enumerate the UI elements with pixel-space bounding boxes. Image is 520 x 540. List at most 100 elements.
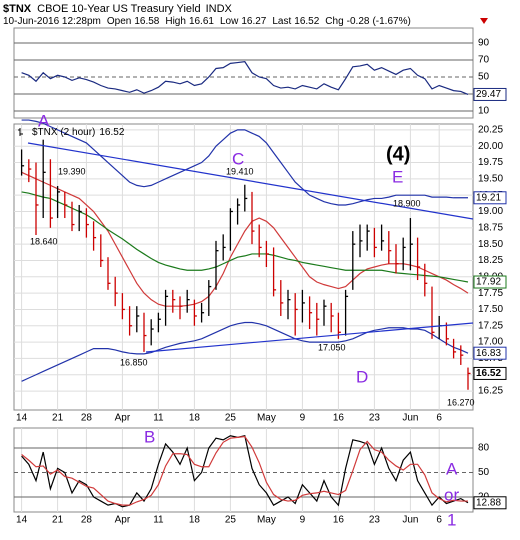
x-tick-label: May <box>257 413 276 424</box>
price-label: 16.270 <box>447 397 475 407</box>
x-tick-label: Apr <box>115 413 131 424</box>
wave-label: or <box>444 485 459 504</box>
x-tick-label: 28 <box>81 515 93 526</box>
y-tick-label: 17.75 <box>478 288 503 299</box>
annotations: A C (4) E D 19.390 18.640 19.410 18.900 … <box>27 111 475 529</box>
rsi-panel <box>13 27 474 119</box>
quote-label: Last <box>272 16 291 27</box>
value-box-label: 16.52 <box>476 368 501 379</box>
wave-label: A <box>446 459 458 478</box>
y-tick-label: 16.25 <box>478 386 503 397</box>
y-tick-label: 19.50 <box>478 173 503 184</box>
instrument-name: CBOE 10-Year US Treasury Yield <box>37 3 200 15</box>
y-tick-label: 18.25 <box>478 255 503 266</box>
x-tick-label: 6 <box>436 515 442 526</box>
y-tick-label: 50 <box>478 72 490 83</box>
value-box <box>473 275 507 289</box>
value-box <box>473 87 507 101</box>
y-tick-label: 20.25 <box>478 125 503 136</box>
wave-label: B <box>144 427 155 446</box>
y-tick-label: 17.00 <box>478 337 503 348</box>
header-line-2: 10-Jun-2016 12:28pm Open 16.58 High 16.61 Low… <box>3 16 411 27</box>
y-tick-label: 18.50 <box>478 239 503 250</box>
x-tick-label: 9 <box>300 515 306 526</box>
x-tick-label: 25 <box>225 413 237 424</box>
wave-label: 1 <box>447 510 456 529</box>
legend-title: $TNX (2 hour) <box>32 127 95 138</box>
y-tick-label: 17.25 <box>478 320 503 331</box>
x-tick-label: 25 <box>225 515 237 526</box>
wave-label: A <box>38 111 50 130</box>
price-label: 19.390 <box>58 166 86 176</box>
price-label: 17.050 <box>318 342 346 352</box>
legend-value: 16.52 <box>99 127 124 138</box>
x-tick-label: Apr <box>115 515 131 526</box>
series-line <box>21 321 469 382</box>
wave-label: D <box>356 367 368 386</box>
quote-value: -0.28 <box>347 16 370 27</box>
series-line <box>21 61 469 96</box>
trend-line <box>145 322 474 353</box>
value-box-label: 19.21 <box>476 192 501 203</box>
quote-value: 16.61 <box>189 16 214 27</box>
stoch-panel <box>13 427 474 513</box>
header-line-1: $TNX CBOE 10-Year US Treasury Yield INDX <box>3 3 233 15</box>
y-tick-label: 70 <box>478 55 490 66</box>
x-tick-label: 18 <box>189 413 201 424</box>
down-arrow <box>480 18 488 24</box>
x-tick-label: 11 <box>153 515 164 526</box>
wave-label: C <box>232 149 244 168</box>
timestamp: 10-Jun-2016 12:28pm <box>3 16 101 27</box>
y-tick-label: 10 <box>478 106 490 117</box>
exchange: INDX <box>206 3 233 15</box>
x-tick-label: 14 <box>16 515 28 526</box>
legend: $TNX (2 hour) 16.52 <box>32 127 125 138</box>
quote-value: 16.52 <box>294 16 319 27</box>
symbol: $TNX <box>3 3 32 15</box>
quote-label: High <box>165 16 186 27</box>
y-tick-label: 90 <box>478 38 490 49</box>
value-box <box>473 191 507 205</box>
x-tick-label: Jun <box>402 515 418 526</box>
price-label: 18.900 <box>393 198 421 208</box>
y-tick-label: 18.75 <box>478 222 503 233</box>
series-line <box>21 119 468 206</box>
x-tick-label: 18 <box>189 515 201 526</box>
x-tick-label: May <box>257 515 276 526</box>
wave-label: E <box>392 167 403 186</box>
x-tick-label: Jun <box>402 413 418 424</box>
trend-line <box>27 142 474 220</box>
x-tick-label: 23 <box>369 413 381 424</box>
value-box <box>473 346 507 360</box>
change-percent: (-1.67%) <box>372 16 410 27</box>
x-tick-label: 28 <box>81 413 93 424</box>
x-tick-label: 14 <box>16 413 28 424</box>
series-line <box>21 171 469 307</box>
value-box-label: 17.92 <box>476 277 501 288</box>
price-label: 16.850 <box>120 357 148 367</box>
wave-label: (4) <box>386 143 410 165</box>
quote-value: 16.58 <box>134 16 159 27</box>
series-line <box>21 435 468 506</box>
quote-label: Low <box>220 16 239 27</box>
y-tick-label: 19.75 <box>478 157 503 168</box>
y-tick-label: 19.00 <box>478 206 503 217</box>
legend-icon <box>18 128 23 136</box>
y-tick-label: 17.50 <box>478 304 503 315</box>
price-label: 19.410 <box>226 166 254 176</box>
value-box <box>473 496 507 510</box>
y-tick-label: 80 <box>478 443 490 454</box>
y-tick-label: 20.00 <box>478 141 503 152</box>
series-line <box>21 435 469 508</box>
y-tick-label: 50 <box>478 467 490 478</box>
value-box <box>473 366 507 380</box>
x-tick-label: 21 <box>52 413 64 424</box>
x-tick-label: 16 <box>333 515 345 526</box>
price-label: 18.640 <box>30 236 58 246</box>
x-tick-label: 9 <box>300 413 306 424</box>
quote-label: Open <box>107 16 131 27</box>
series-line <box>21 191 469 283</box>
x-tick-label: 11 <box>153 413 164 424</box>
x-tick-label: 16 <box>333 413 345 424</box>
quote-value: 16.27 <box>241 16 266 27</box>
